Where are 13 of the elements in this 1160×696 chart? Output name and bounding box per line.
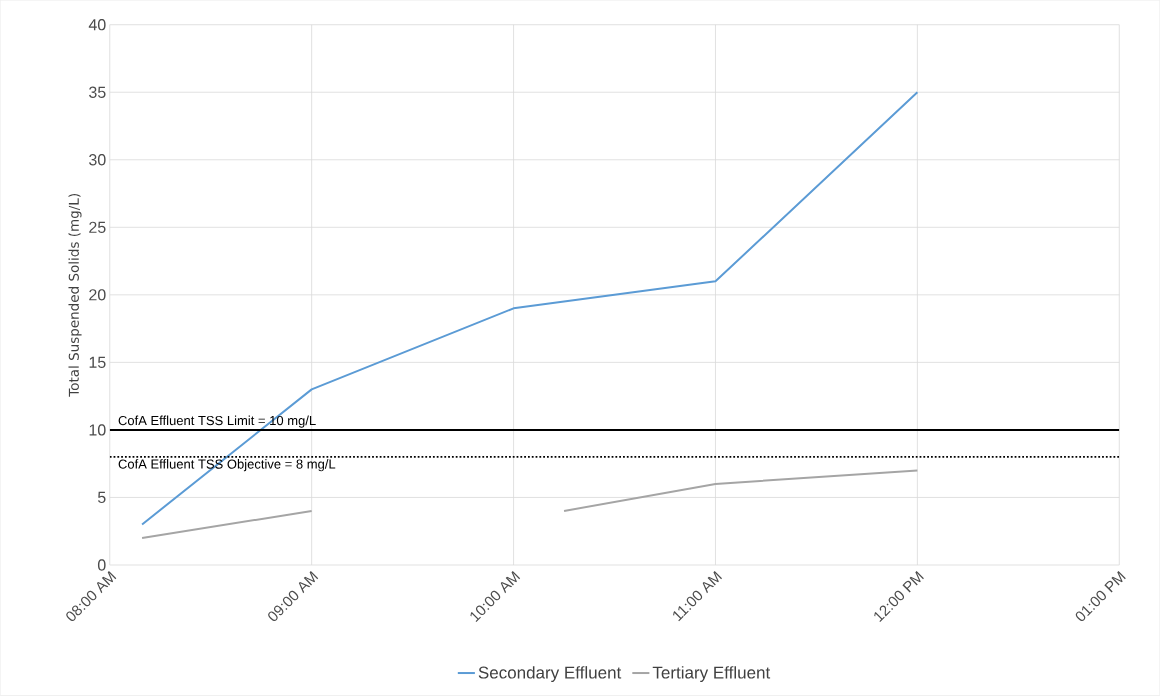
y-tick-label: 15 <box>89 356 106 369</box>
legend-label: Secondary Effluent <box>478 666 622 683</box>
y-tick-label: 30 <box>89 154 106 166</box>
ref-line-label: CofA Effluent TSS Limit = 10 mg/L <box>118 415 316 428</box>
y-tick-label: 40 <box>88 19 106 31</box>
y-tick-label: 25 <box>89 221 106 234</box>
y-tick-label: 5 <box>97 491 106 504</box>
legend-label: Tertiary Effluent <box>652 666 771 683</box>
y-tick-label: 20 <box>89 289 106 301</box>
y-tick-label: 0 <box>97 559 106 571</box>
y-tick-label: 35 <box>89 86 106 99</box>
y-axis-title: Total Suspended Solids (mg/L) <box>68 194 82 397</box>
y-tick-label: 10 <box>89 424 106 436</box>
